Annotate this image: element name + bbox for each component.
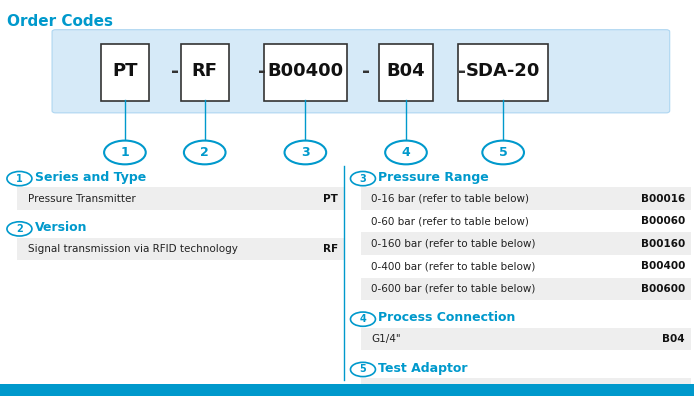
Text: Pressure Transmitter: Pressure Transmitter (28, 194, 135, 204)
Text: B04: B04 (662, 334, 685, 344)
Text: 5: 5 (359, 364, 366, 375)
FancyBboxPatch shape (361, 278, 691, 300)
Text: G1/4": G1/4" (371, 334, 401, 344)
Circle shape (184, 141, 226, 164)
FancyBboxPatch shape (17, 187, 344, 210)
Text: 0-160 bar (refer to table below): 0-160 bar (refer to table below) (371, 239, 536, 249)
Text: B00160: B00160 (641, 239, 685, 249)
Text: 0-600 bar (refer to table below): 0-600 bar (refer to table below) (371, 284, 536, 294)
Text: -: - (362, 62, 371, 81)
FancyBboxPatch shape (379, 44, 433, 101)
Text: 3: 3 (359, 173, 366, 184)
Text: 5: 5 (499, 146, 507, 159)
Text: 4: 4 (359, 314, 366, 324)
FancyBboxPatch shape (361, 328, 691, 350)
Text: 0-16 bar (refer to table below): 0-16 bar (refer to table below) (371, 194, 530, 204)
FancyBboxPatch shape (180, 44, 228, 101)
FancyBboxPatch shape (17, 238, 344, 260)
Text: 0-60 bar (refer to table below): 0-60 bar (refer to table below) (371, 216, 529, 226)
Text: PT: PT (112, 62, 137, 80)
Text: RF: RF (192, 62, 218, 80)
Text: SDA-20: SDA-20 (642, 385, 685, 394)
Text: Signal transmission via RFID technology: Signal transmission via RFID technology (28, 244, 237, 254)
Text: 4: 4 (402, 146, 410, 159)
Text: B00600: B00600 (641, 284, 685, 294)
Text: SDA-20: SDA-20 (466, 62, 541, 80)
FancyBboxPatch shape (264, 44, 347, 101)
Text: B00060: B00060 (641, 216, 685, 226)
Text: Process Connection: Process Connection (378, 312, 516, 324)
Text: 3: 3 (301, 146, 310, 159)
Text: B00016: B00016 (641, 194, 685, 204)
Circle shape (385, 141, 427, 164)
Circle shape (285, 141, 326, 164)
Text: 0-400 bar (refer to table below): 0-400 bar (refer to table below) (371, 261, 536, 271)
Text: 2: 2 (16, 224, 23, 234)
Circle shape (7, 171, 32, 186)
Text: -: - (258, 62, 266, 81)
Text: G1/4 Test 20 Adaptor: G1/4 Test 20 Adaptor (371, 385, 481, 394)
Text: Pressure Range: Pressure Range (378, 171, 489, 184)
Circle shape (104, 141, 146, 164)
Circle shape (350, 312, 375, 326)
Text: 1: 1 (16, 173, 23, 184)
Text: RF: RF (323, 244, 338, 254)
FancyBboxPatch shape (361, 255, 691, 278)
Text: -: - (457, 62, 466, 81)
Text: B00400: B00400 (267, 62, 344, 80)
FancyBboxPatch shape (361, 232, 691, 255)
Text: PT: PT (323, 194, 338, 204)
Circle shape (350, 362, 375, 377)
Text: 1: 1 (121, 146, 129, 159)
FancyBboxPatch shape (0, 384, 694, 396)
Text: Order Codes: Order Codes (7, 14, 113, 29)
Circle shape (350, 171, 375, 186)
Text: B04: B04 (387, 62, 425, 80)
FancyBboxPatch shape (101, 44, 149, 101)
Circle shape (7, 222, 32, 236)
Circle shape (482, 141, 524, 164)
Text: -: - (171, 62, 179, 81)
FancyBboxPatch shape (361, 210, 691, 232)
Text: Version: Version (35, 221, 87, 234)
Text: B00400: B00400 (641, 261, 685, 271)
FancyBboxPatch shape (458, 44, 548, 101)
FancyBboxPatch shape (361, 378, 691, 396)
FancyBboxPatch shape (361, 187, 691, 210)
Text: 2: 2 (201, 146, 209, 159)
FancyBboxPatch shape (52, 30, 670, 113)
Text: Series and Type: Series and Type (35, 171, 146, 184)
Text: Test Adaptor: Test Adaptor (378, 362, 468, 375)
